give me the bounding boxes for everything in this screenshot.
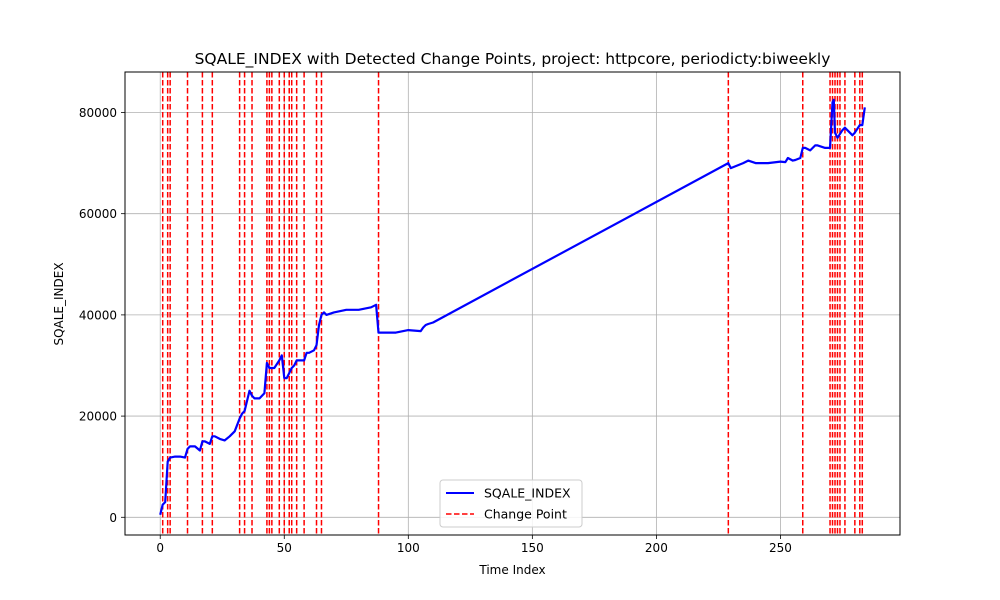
legend-label-change-point: Change Point bbox=[484, 507, 567, 522]
y-tick-label: 80000 bbox=[79, 106, 117, 120]
chart-title: SQALE_INDEX with Detected Change Points,… bbox=[195, 50, 831, 69]
x-tick-label: 100 bbox=[397, 541, 420, 555]
sqale-index-line bbox=[159, 98, 866, 516]
y-tick-label: 20000 bbox=[79, 410, 117, 424]
legend-box bbox=[439, 479, 583, 528]
x-tick-label: 150 bbox=[521, 541, 544, 555]
y-tick-label: 40000 bbox=[79, 308, 117, 322]
legend-label-sqale-index: SQALE_INDEX bbox=[484, 486, 571, 501]
x-tick-label: 200 bbox=[645, 541, 668, 555]
x-tick-label: 0 bbox=[156, 541, 164, 555]
x-axis-title: Time Index bbox=[478, 563, 545, 577]
x-tick-label: 250 bbox=[769, 541, 792, 555]
y-axis-title: SQALE_INDEX bbox=[52, 262, 66, 345]
y-tick-label: 60000 bbox=[79, 207, 117, 221]
x-tick-label: 50 bbox=[277, 541, 292, 555]
series-layer bbox=[159, 98, 866, 516]
axis-ticks: 0 50 100 150 200 250 0 20000 40000 60000 80000 bbox=[79, 106, 792, 555]
grid bbox=[125, 72, 900, 535]
legend: SQALE_INDEX Change Point bbox=[439, 479, 583, 528]
y-tick-label: 0 bbox=[109, 511, 117, 525]
plot-area-frame bbox=[124, 71, 901, 536]
